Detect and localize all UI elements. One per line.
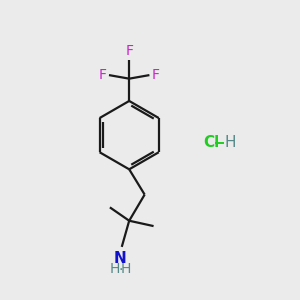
Text: H: H <box>225 135 236 150</box>
Text: H: H <box>121 262 131 276</box>
Text: Cl: Cl <box>203 135 220 150</box>
Text: F: F <box>125 44 133 58</box>
Text: F: F <box>99 68 107 82</box>
Text: N: N <box>114 251 127 266</box>
Text: F: F <box>152 68 160 82</box>
Text: H: H <box>109 262 119 276</box>
Text: ·: · <box>118 263 122 277</box>
